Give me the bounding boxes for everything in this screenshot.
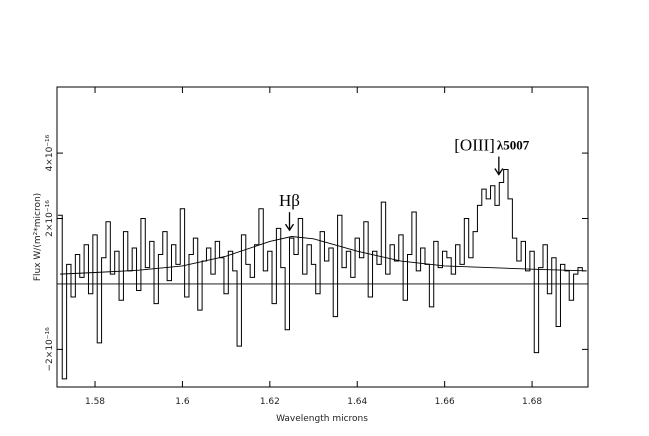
x-tick-label: 1.62 bbox=[260, 397, 280, 407]
x-tick-label: 1.6 bbox=[175, 397, 190, 407]
x-tick-label: 1.68 bbox=[522, 397, 542, 407]
x-tick-label: 1.58 bbox=[85, 397, 105, 407]
x-tick-label: 1.66 bbox=[435, 397, 455, 407]
annotation-arrowhead bbox=[284, 223, 295, 232]
model-curve bbox=[60, 236, 585, 275]
x-tick-label: 1.64 bbox=[347, 397, 367, 407]
y-tick-label: −2×10⁻¹⁶ bbox=[45, 327, 55, 372]
annotation-arrowhead bbox=[494, 168, 504, 176]
annotation: Hβ bbox=[279, 191, 300, 210]
y-tick-label: 4×10⁻¹⁶ bbox=[45, 134, 55, 171]
spectrum bbox=[57, 168, 587, 380]
plot-frame bbox=[56, 86, 589, 388]
annotation: [OIII] bbox=[454, 136, 495, 155]
annotation-sub: λ5007 bbox=[497, 138, 530, 153]
x-axis-label: Wavelength microns bbox=[276, 414, 368, 424]
y-tick-label: 2×10⁻¹⁶ bbox=[45, 200, 55, 237]
y-axis-label: Flux W/(m²*micron) bbox=[33, 193, 43, 281]
